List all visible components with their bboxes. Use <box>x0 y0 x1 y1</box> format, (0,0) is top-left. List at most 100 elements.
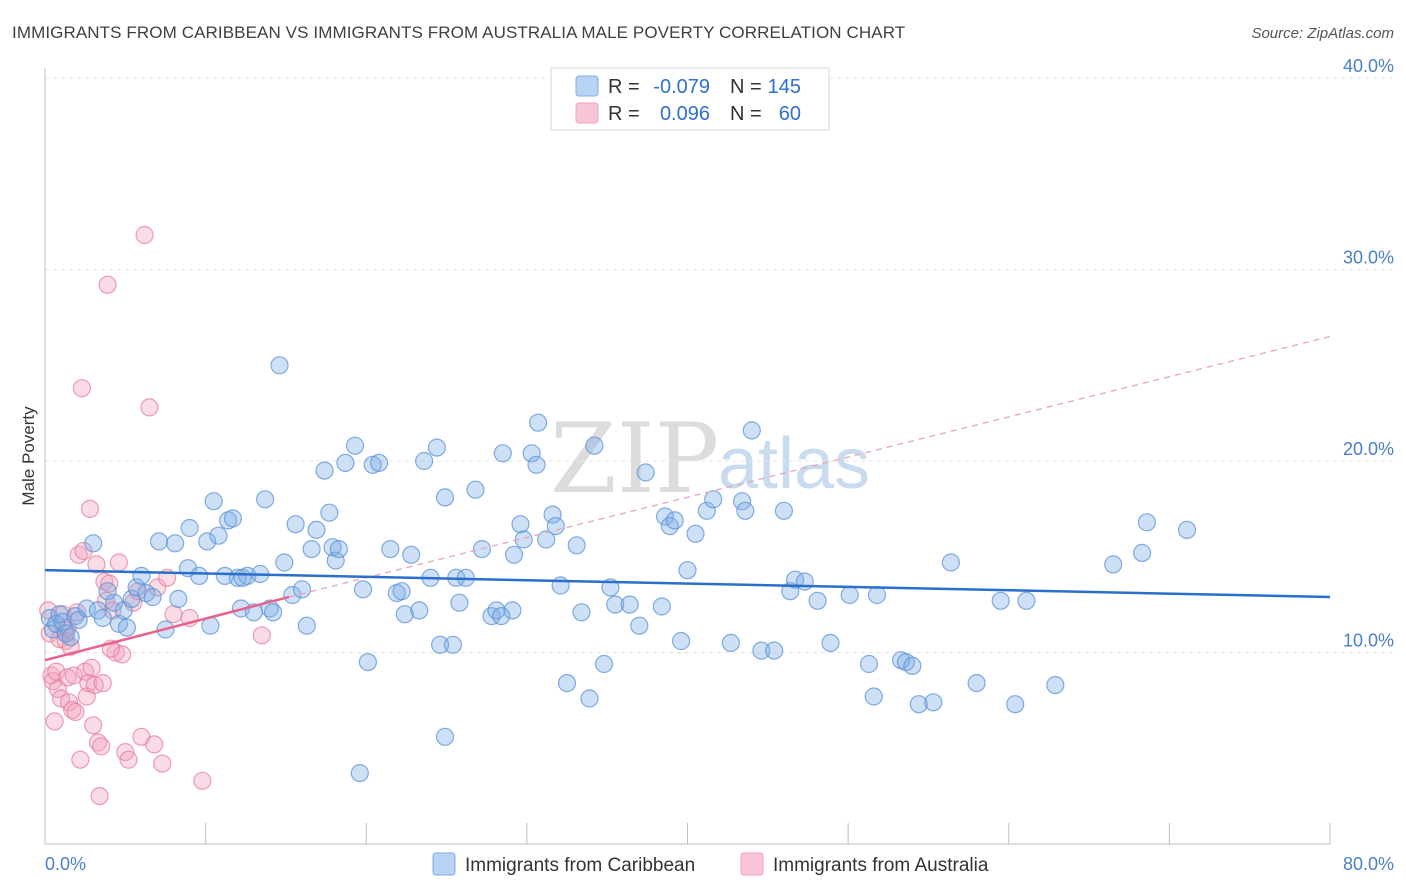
y-axis-label: Male Poverty <box>19 406 38 506</box>
trend-line-caribbean <box>44 568 1331 599</box>
data-point <box>71 750 90 769</box>
data-point <box>143 587 162 607</box>
data-point <box>567 536 586 555</box>
data-point <box>704 490 723 509</box>
legend-swatch-caribbean <box>432 852 456 876</box>
data-point <box>808 591 827 610</box>
data-point <box>370 453 389 472</box>
data-point <box>909 695 928 714</box>
data-point <box>732 492 752 511</box>
watermark-zip: ZIP <box>550 403 719 515</box>
data-point <box>98 582 117 601</box>
data-point <box>166 534 185 553</box>
data-point <box>363 455 382 474</box>
data-point <box>427 438 446 457</box>
stats-r-value-australia: 0.096 <box>660 103 710 125</box>
data-point <box>323 538 342 557</box>
data-point <box>686 524 705 543</box>
data-point <box>104 593 124 612</box>
data-point <box>991 591 1010 610</box>
data-point <box>79 673 98 693</box>
stats-legend: R = -0.079 N = 145 R = 0.096 N = 60 <box>550 67 830 131</box>
data-point <box>443 635 463 654</box>
data-point <box>1137 513 1157 532</box>
y-tick-label: 30.0% <box>1343 248 1394 268</box>
data-point <box>572 603 591 622</box>
legend-label-caribbean: Immigrants from Caribbean <box>465 855 695 876</box>
stats-n-label-caribbean: N = <box>730 76 762 98</box>
data-point <box>39 601 58 620</box>
data-point <box>527 455 546 474</box>
data-point <box>47 614 66 633</box>
stats-r-value-caribbean: -0.079 <box>653 76 710 98</box>
stats-n-label-australia: N = <box>730 103 762 125</box>
stats-r-label-caribbean: R = <box>608 76 640 98</box>
data-point <box>450 593 469 612</box>
data-point <box>528 413 548 432</box>
stats-legend-swatch-australia <box>575 102 599 124</box>
data-point <box>66 702 85 722</box>
data-point <box>209 526 228 545</box>
data-point <box>1046 675 1065 695</box>
chart-title: IMMIGRANTS FROM CARIBBEAN VS IMMIGRANTS … <box>12 23 905 42</box>
data-point <box>145 735 164 754</box>
data-point <box>112 645 132 664</box>
data-point <box>620 595 639 614</box>
data-point <box>233 568 252 587</box>
data-point <box>678 561 697 580</box>
data-point <box>546 516 565 536</box>
data-point <box>283 585 302 605</box>
legend-label-australia: Immigrants from Australia <box>773 855 989 876</box>
data-point <box>336 453 355 472</box>
data-point <box>98 275 117 294</box>
data-point <box>148 578 167 597</box>
legend-swatch-australia <box>740 852 764 876</box>
data-point <box>1177 520 1197 540</box>
data-point <box>93 673 112 693</box>
series-caribbean-points <box>40 356 1197 783</box>
data-point <box>1017 591 1036 610</box>
trend-lines <box>44 335 1331 662</box>
data-point <box>630 616 649 635</box>
data-point <box>482 606 501 626</box>
data-point <box>557 673 577 693</box>
gridlines <box>45 77 1395 653</box>
data-point <box>511 515 530 534</box>
data-point <box>45 712 64 731</box>
data-point <box>415 451 434 471</box>
x-tick-label-max: 80.0% <box>1343 854 1394 874</box>
data-point <box>153 754 172 773</box>
data-point <box>736 501 755 520</box>
data-point <box>665 511 684 530</box>
data-point <box>1006 695 1025 714</box>
data-point <box>795 572 814 591</box>
data-point <box>395 605 414 624</box>
data-point <box>840 585 859 605</box>
data-point <box>256 490 275 509</box>
data-point <box>84 534 103 553</box>
data-point <box>64 666 84 685</box>
data-point <box>636 463 655 482</box>
data-point <box>392 582 411 601</box>
data-point <box>671 631 691 651</box>
data-point <box>329 539 348 559</box>
data-point <box>84 716 103 735</box>
data-point <box>164 605 183 624</box>
data-point <box>93 608 112 628</box>
data-point <box>307 520 326 540</box>
data-point <box>275 553 294 572</box>
data-point <box>353 580 373 599</box>
data-point <box>286 515 305 534</box>
data-point <box>410 601 429 620</box>
x-tick-label-min: 0.0% <box>45 854 86 874</box>
x-ticks <box>44 823 1331 844</box>
data-point <box>431 635 450 654</box>
y-tick-label: 20.0% <box>1343 439 1394 459</box>
data-point <box>697 501 716 520</box>
data-point <box>92 737 111 756</box>
y-tick-label: 10.0% <box>1343 631 1394 651</box>
stats-n-value-australia: 60 <box>779 103 801 125</box>
data-point <box>493 444 512 463</box>
data-point <box>821 633 840 653</box>
